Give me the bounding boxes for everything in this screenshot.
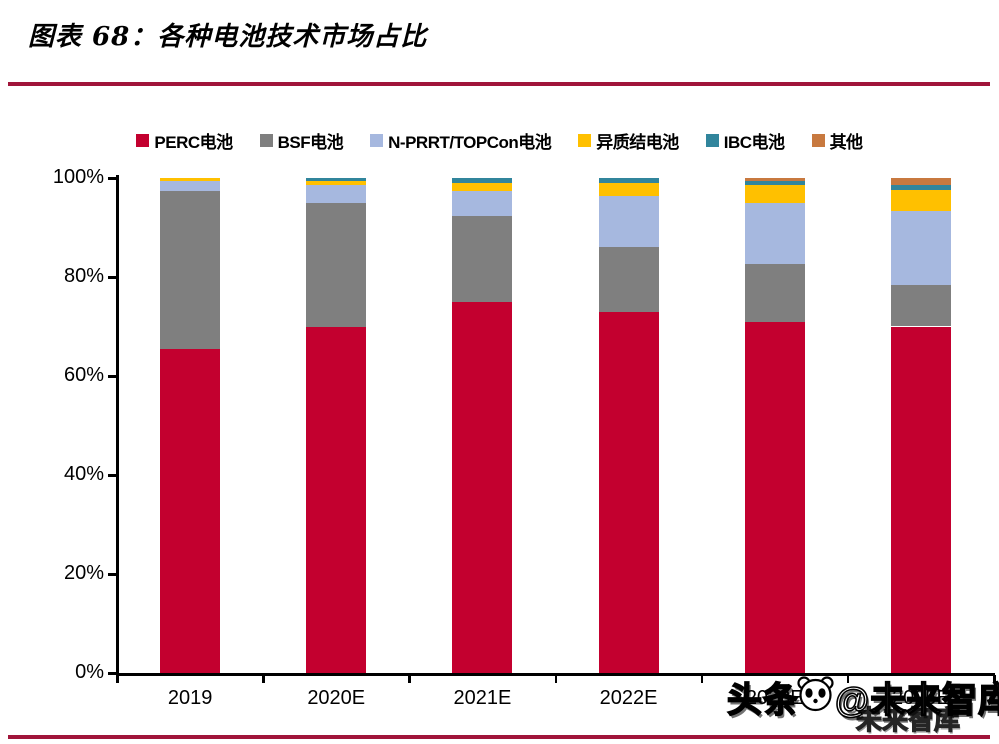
legend-label: 异质结电池 xyxy=(596,133,679,152)
bar-segment-2019-异质结电池 xyxy=(160,178,221,181)
y-axis-tick-label: 60% xyxy=(63,364,104,386)
y-axis-line xyxy=(116,175,119,676)
bar-segment-2021E-IBC电池 xyxy=(452,178,513,183)
legend-label: PERC电池 xyxy=(154,133,233,152)
legend-item: PERC电池 xyxy=(136,128,233,153)
top-divider-rule xyxy=(8,82,990,86)
x-axis-category-label: 2019 xyxy=(167,687,213,709)
bar-segment-2025E-N-PRRT/TOPCon电池 xyxy=(890,211,951,286)
y-axis-tick-label: 0% xyxy=(75,661,104,683)
y-axis-tick xyxy=(108,276,117,279)
bar-segment-2023E-其他 xyxy=(744,178,805,182)
bar-segment-2022E-BSF电池 xyxy=(598,247,659,312)
x-axis-category-label: 2025E xyxy=(891,687,950,709)
bar-segment-2023E-异质结电池 xyxy=(744,185,805,203)
bar-segment-2020E-PERC电池 xyxy=(306,326,367,673)
chart-legend: PERC电池 BSF电池 N-PRRT/TOPCon电池 异质结电池 IBC电池 其他 xyxy=(0,128,999,153)
legend-label: N-PRRT/TOPCon电池 xyxy=(388,133,552,152)
y-axis-tick xyxy=(108,177,117,180)
bar-segment-2025E-IBC电池 xyxy=(890,185,951,191)
legend-item: N-PRRT/TOPCon电池 xyxy=(370,128,552,153)
bar-segment-2022E-异质结电池 xyxy=(598,182,659,196)
legend-swatch-icon xyxy=(578,134,592,147)
x-axis-category-label: 2021E xyxy=(453,687,512,709)
bar-segment-2022E-PERC电池 xyxy=(598,311,659,673)
y-axis-tick xyxy=(108,672,117,675)
y-axis-tick-label: 20% xyxy=(63,562,104,584)
bar-segment-2021E-N-PRRT/TOPCon电池 xyxy=(452,190,513,217)
bar-segment-2020E-异质结电池 xyxy=(306,181,367,186)
bar-segment-2025E-异质结电池 xyxy=(890,190,951,212)
x-axis-line xyxy=(116,673,995,676)
legend-swatch-icon xyxy=(811,134,825,147)
x-axis-tick xyxy=(700,675,704,683)
legend-label: BSF电池 xyxy=(277,133,344,152)
bottom-divider-rule xyxy=(8,735,990,739)
watermark-text-left: 头条 xyxy=(726,680,800,721)
watermark-ghost: 未来智库 xyxy=(855,704,961,735)
panda-logo-icon xyxy=(795,672,837,719)
x-axis-tick xyxy=(554,675,557,683)
x-axis-tick xyxy=(116,675,119,683)
legend-item: 异质结电池 xyxy=(578,128,679,153)
bar-segment-2025E-其他 xyxy=(890,178,951,186)
x-axis-category-label: 2023E xyxy=(745,687,804,709)
x-axis-category-label: 2020E xyxy=(307,687,366,709)
bar-segment-2025E-BSF电池 xyxy=(890,285,951,327)
bar-segment-2023E-PERC电池 xyxy=(744,321,805,673)
legend-label: 其他 xyxy=(829,133,864,152)
watermark-text-right: @未来智库 xyxy=(834,680,999,721)
bar-segment-2021E-PERC电池 xyxy=(452,301,513,673)
bar-segment-2023E-BSF电池 xyxy=(744,264,805,322)
legend-swatch-icon xyxy=(259,134,273,147)
legend-swatch-icon xyxy=(705,134,719,147)
legend-swatch-icon xyxy=(136,134,150,147)
legend-item: BSF电池 xyxy=(259,128,344,153)
x-axis-tick xyxy=(262,675,265,683)
x-axis-category-label: 2022E xyxy=(599,687,658,709)
bar-segment-2021E-BSF电池 xyxy=(452,216,513,302)
legend-item: 其他 xyxy=(811,128,864,153)
bar-segment-2020E-IBC电池 xyxy=(306,178,367,182)
bar-segment-2020E-N-PRRT/TOPCon电池 xyxy=(306,185,367,203)
bar-segment-2023E-N-PRRT/TOPCon电池 xyxy=(744,202,805,265)
bar-segment-2019-PERC电池 xyxy=(160,348,221,673)
y-axis-tick-label: 100% xyxy=(52,166,104,188)
bar-segment-2023E-IBC电池 xyxy=(744,181,805,186)
bar-segment-2021E-异质结电池 xyxy=(452,182,513,191)
x-axis-tick xyxy=(846,675,850,683)
bar-segment-2019-BSF电池 xyxy=(160,190,221,349)
y-axis-tick xyxy=(108,573,117,576)
legend-label: IBC电池 xyxy=(723,133,785,152)
y-axis-tick xyxy=(108,375,117,378)
y-axis-tick-label: 80% xyxy=(63,265,104,287)
x-axis-tick xyxy=(408,675,411,683)
bar-segment-2022E-IBC电池 xyxy=(598,178,659,183)
x-axis-tick xyxy=(993,675,996,683)
y-axis-tick-label: 40% xyxy=(63,463,104,485)
bar-segment-2022E-N-PRRT/TOPCon电池 xyxy=(598,195,659,248)
bar-segment-2020E-BSF电池 xyxy=(306,202,367,327)
chart-title: 图表 68：各种电池技术市场占比 xyxy=(28,22,428,52)
bar-segment-2019-N-PRRT/TOPCon电池 xyxy=(160,180,221,191)
watermark: 头条 @未来智库 xyxy=(726,672,999,723)
bar-segment-2025E-PERC电池 xyxy=(890,326,951,673)
legend-swatch-icon xyxy=(370,134,384,147)
y-axis-tick xyxy=(108,474,117,477)
legend-item: IBC电池 xyxy=(705,128,785,153)
